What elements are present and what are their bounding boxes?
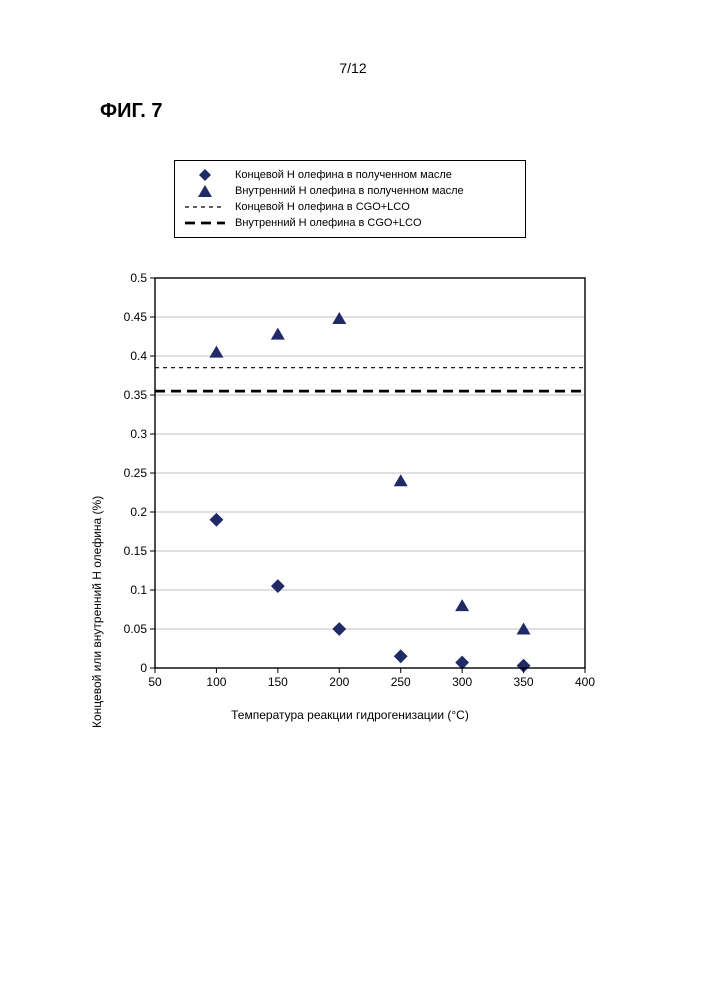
dash-thin-icon: [185, 201, 225, 213]
legend-item: Внутренний H олефина в полученном масле: [185, 183, 515, 199]
diamond-icon: [185, 169, 225, 181]
legend-item: Концевой H олефина в CGO+LCO: [185, 199, 515, 215]
svg-text:0.4: 0.4: [130, 349, 147, 363]
svg-text:0.1: 0.1: [130, 583, 147, 597]
svg-text:0.45: 0.45: [124, 310, 148, 324]
svg-text:0.5: 0.5: [130, 271, 147, 285]
chart-container: Концевой H олефина в полученном масле Вн…: [100, 160, 600, 722]
svg-text:400: 400: [575, 675, 595, 689]
svg-text:0.05: 0.05: [124, 622, 148, 636]
svg-text:250: 250: [391, 675, 411, 689]
plot-wrapper: Концевой или внутренний H олефина (%) 50…: [100, 268, 600, 722]
figure-label: ФИГ. 7: [100, 100, 163, 123]
svg-text:200: 200: [329, 675, 349, 689]
svg-text:0.35: 0.35: [124, 388, 148, 402]
page: 7/12 ФИГ. 7 Концевой H олефина в получен…: [0, 0, 706, 999]
y-axis-label: Концевой или внутренний H олефина (%): [90, 496, 104, 728]
svg-text:50: 50: [148, 675, 162, 689]
svg-text:0: 0: [140, 661, 147, 675]
dash-thick-icon: [185, 217, 225, 229]
svg-text:0.2: 0.2: [130, 505, 147, 519]
legend-label: Концевой H олефина в полученном масле: [235, 169, 452, 181]
legend-label: Концевой H олефина в CGO+LCO: [235, 201, 410, 213]
legend: Концевой H олефина в полученном масле Вн…: [174, 160, 526, 238]
legend-item: Концевой H олефина в полученном масле: [185, 167, 515, 183]
svg-text:0.3: 0.3: [130, 427, 147, 441]
svg-text:300: 300: [452, 675, 472, 689]
svg-text:350: 350: [514, 675, 534, 689]
svg-text:0.25: 0.25: [124, 466, 148, 480]
svg-text:0.15: 0.15: [124, 544, 148, 558]
page-number: 7/12: [0, 60, 706, 76]
svg-text:100: 100: [206, 675, 226, 689]
legend-label: Внутренний H олефина в CGO+LCO: [235, 217, 422, 229]
svg-text:150: 150: [268, 675, 288, 689]
legend-label: Внутренний H олефина в полученном масле: [235, 185, 464, 197]
legend-item: Внутренний H олефина в CGO+LCO: [185, 215, 515, 231]
x-axis-label: Температура реакции гидрогенизации (°C): [100, 708, 600, 722]
triangle-icon: [185, 185, 225, 197]
scatter-plot: 50 100 150 200 250 300 350 400 0 0.05 0.1 0.15 0.2 0.…: [100, 268, 595, 698]
